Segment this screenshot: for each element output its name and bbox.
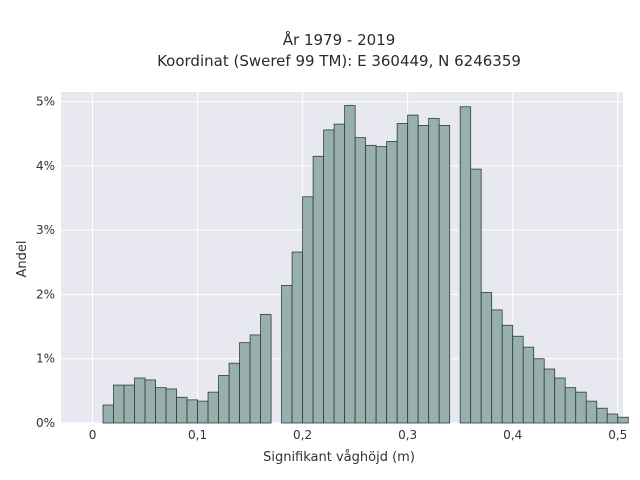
y-axis-label: Andel <box>15 241 30 278</box>
histogram-bar <box>323 129 335 424</box>
histogram-bar <box>480 292 493 424</box>
histogram-bar <box>239 342 251 424</box>
histogram-bar <box>470 168 482 424</box>
histogram-bar <box>249 334 261 424</box>
histogram-bar <box>113 384 125 424</box>
histogram-bar <box>333 123 346 424</box>
histogram-bar <box>512 335 524 424</box>
y-axis-ticks: 0% 1% 2% 3% 4% 5% <box>36 95 55 430</box>
histogram-bar <box>144 379 156 424</box>
histogram-bar <box>575 391 587 424</box>
bars <box>102 105 629 424</box>
histogram-bar <box>596 407 608 424</box>
x-tick-label: 0,2 <box>293 428 312 442</box>
histogram-bar <box>207 391 219 424</box>
x-axis-label: Signifikant våghöjd (m) <box>263 450 415 465</box>
histogram-bar <box>459 106 472 424</box>
histogram-bar <box>522 346 535 424</box>
x-tick-label: 0,5 <box>608 428 627 442</box>
y-tick-label: 5% <box>36 95 55 109</box>
y-tick-label: 4% <box>36 159 55 173</box>
histogram-bar <box>564 387 577 424</box>
histogram-bar <box>417 125 430 424</box>
histogram-bar <box>533 358 545 424</box>
x-tick-label: 0 <box>89 428 97 442</box>
histogram-bar <box>438 125 451 424</box>
x-axis-ticks: 0 0,1 0,2 0,3 0,4 0,5 <box>89 428 628 442</box>
histogram-bar <box>281 285 293 424</box>
chart-title-line-1: År 1979 - 2019 <box>283 30 396 49</box>
histogram-bar <box>396 123 409 424</box>
histogram-bar <box>543 368 556 424</box>
histogram-bar <box>606 413 619 424</box>
histogram-bar <box>386 141 398 424</box>
histogram-bar <box>344 105 356 424</box>
histogram-bar <box>585 400 598 424</box>
histogram-bar <box>491 309 503 424</box>
histogram-bar <box>176 396 188 424</box>
x-tick-label: 0,4 <box>503 428 522 442</box>
histogram-bar <box>554 377 566 424</box>
y-tick-label: 1% <box>36 352 55 366</box>
histogram-bar <box>428 117 440 424</box>
histogram-bar <box>501 324 514 424</box>
histogram-bar <box>123 384 135 424</box>
histogram-bar <box>312 155 325 424</box>
histogram-bar <box>617 416 629 424</box>
histogram-bar <box>228 362 240 424</box>
x-tick-label: 0,3 <box>398 428 417 442</box>
histogram-bar <box>354 137 367 424</box>
histogram-bar <box>197 400 209 424</box>
x-tick-label: 0,1 <box>188 428 207 442</box>
histogram-bar <box>102 404 114 424</box>
histogram-bar <box>365 144 377 424</box>
histogram-bar <box>155 387 167 424</box>
histogram-bar <box>375 146 388 424</box>
histogram-bar <box>165 388 177 424</box>
y-tick-label: 2% <box>36 287 55 301</box>
histogram-bar <box>218 375 230 424</box>
histogram-bar <box>186 399 198 424</box>
histogram-bar <box>134 377 146 424</box>
y-tick-label: 3% <box>36 223 55 237</box>
histogram-bar <box>291 251 304 424</box>
chart-title-line-2: Koordinat (Sweref 99 TM): E 360449, N 62… <box>157 52 521 70</box>
y-tick-label: 0% <box>36 416 55 430</box>
histogram-bar <box>302 196 314 424</box>
histogram-bar <box>407 114 419 424</box>
histogram-bar <box>260 313 272 424</box>
